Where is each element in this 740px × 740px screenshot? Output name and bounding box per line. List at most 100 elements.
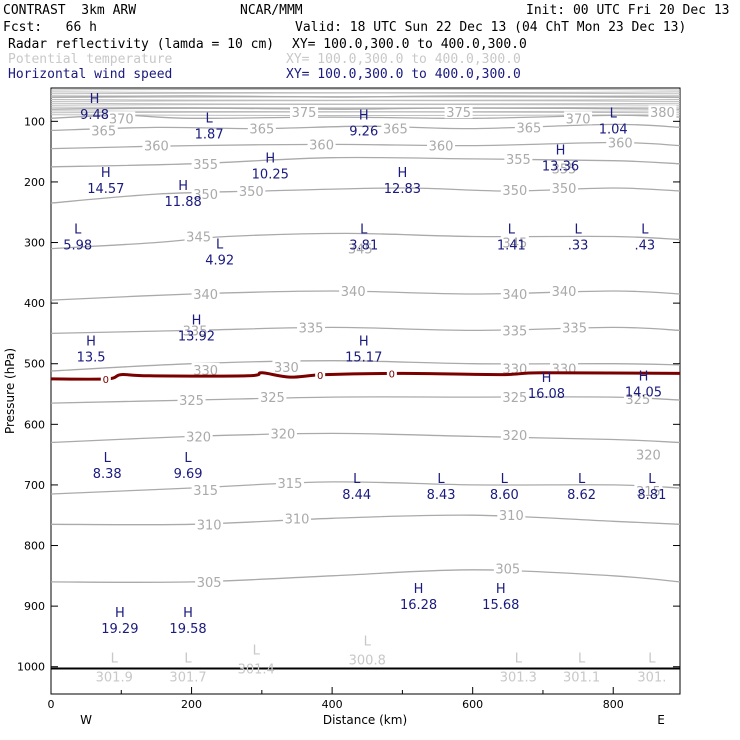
wind-extremum-value: 8.81 <box>637 488 666 503</box>
theta-label: 365 <box>91 124 116 139</box>
theta-label-bg <box>107 111 136 125</box>
west-label: W <box>80 713 92 727</box>
theta-label-bg <box>500 390 529 404</box>
valid-time: Valid: 18 UTC Sun 22 Dec 13 (04 ChT Mon … <box>295 20 687 35</box>
wind-extremum-value: 9.26 <box>349 125 378 140</box>
wind-extremum-type: L <box>360 222 368 237</box>
wind-extremum-value: 11.88 <box>165 195 202 210</box>
reflectivity-label-bg <box>386 367 397 380</box>
theta-label: 325 <box>625 393 650 408</box>
wind-extremum-value: 8.62 <box>567 488 596 503</box>
y-tick-label: 300 <box>24 237 45 250</box>
theta-label-bg <box>339 284 368 298</box>
theta-label-bg <box>177 393 206 407</box>
theta-label: 355 <box>193 158 218 173</box>
wind-extremum-type: L <box>641 222 649 237</box>
theta-label: 345 <box>348 243 373 258</box>
wind-extremum-value: 14.57 <box>87 182 124 197</box>
theta-label-bg <box>258 390 287 404</box>
theta-label-bg <box>500 287 529 301</box>
theta-label-bg <box>181 323 210 337</box>
theta-label: 330 <box>552 363 577 378</box>
theta-label-bg <box>282 511 311 525</box>
field-wind-xy: XY= 100.0,300.0 to 400.0,300.0 <box>286 67 521 82</box>
surface-theta-value: 301. <box>637 671 666 686</box>
theta-label-bg <box>500 428 529 442</box>
wind-extremum-type: H <box>496 582 506 597</box>
surface-theta-value: 301.3 <box>500 671 537 686</box>
theta-label-bg <box>346 241 375 255</box>
theta-label-bg <box>493 561 522 575</box>
surface-theta-labels: L 301.9 L 301.7 L 301.4 L 300.8 L 301.3 L 301.1 L 301… <box>96 635 667 686</box>
wind-extremum-value: 8.38 <box>93 467 122 482</box>
theta-label-bg <box>191 482 220 496</box>
theta-label: 350 <box>239 185 264 200</box>
theta-label-bg <box>89 123 118 137</box>
wind-extremum-type: L <box>648 472 656 487</box>
theta-label: 350 <box>193 188 218 203</box>
upper-band-line <box>50 103 681 106</box>
wind-extremum-value: 13.5 <box>77 351 106 366</box>
theta-label: 335 <box>299 321 324 336</box>
model-title: CONTRAST 3km ARW <box>3 3 137 18</box>
theta-label: 320 <box>271 427 296 442</box>
reflectivity-0-contour <box>50 371 681 381</box>
wind-extremum-type: H <box>101 166 111 181</box>
theta-label: 330 <box>274 361 299 376</box>
y-tick-label: 700 <box>24 479 45 492</box>
field-wind-label: Horizontal wind speed <box>8 67 173 82</box>
theta-label: 320 <box>636 449 661 464</box>
y-tick-label: 600 <box>24 418 45 431</box>
theta-label: 365 <box>516 121 541 136</box>
theta-label-bg <box>500 323 529 337</box>
surface-theta-type: L <box>578 652 586 667</box>
wind-extremum-value: 1.04 <box>599 123 628 138</box>
y-tick-label: 200 <box>24 176 45 189</box>
theta-contour-320 <box>50 432 681 444</box>
theta-label: 335 <box>183 324 208 339</box>
theta-label-bg <box>195 517 224 531</box>
surface-theta-type: L <box>253 644 261 659</box>
theta-label: 365 <box>383 123 408 138</box>
theta-label-bg <box>500 361 529 375</box>
theta-label-bg <box>142 138 171 152</box>
surface-theta-value: 301.7 <box>169 671 206 686</box>
theta-label: 305 <box>495 563 520 578</box>
theta-label: 315 <box>193 484 218 499</box>
theta-label-bg <box>191 187 220 201</box>
theta-label: 325 <box>179 394 204 409</box>
x-tick-label: 800 <box>603 698 624 711</box>
theta-contour-345 <box>50 232 681 250</box>
theta-label-bg <box>275 476 304 490</box>
wind-extremum-type: H <box>542 371 552 386</box>
theta-label-bg <box>247 121 276 135</box>
wind-extremum-value: 19.58 <box>169 622 206 637</box>
upper-band-line <box>50 100 681 102</box>
surface-theta-type: L <box>184 652 192 667</box>
theta-label: 360 <box>608 137 633 152</box>
theta-contours <box>50 95 681 583</box>
theta-label: 355 <box>552 163 577 178</box>
wind-extremum-value: 1.87 <box>195 128 224 143</box>
theta-label-bg <box>444 105 473 119</box>
theta-label: 340 <box>341 285 366 300</box>
theta-label-bg <box>297 320 326 334</box>
east-label: E <box>657 713 665 727</box>
reflectivity-label: 0 <box>389 370 395 381</box>
theta-label: 320 <box>502 429 527 444</box>
wind-extremum-type: L <box>574 222 582 237</box>
theta-label-bg <box>550 161 579 175</box>
theta-label-bg <box>195 574 224 588</box>
y-tick-label: 400 <box>24 297 45 310</box>
surface-theta-type: L <box>648 652 656 667</box>
wind-extremum-type: L <box>206 112 214 127</box>
y-tick-label: 100 <box>24 115 45 128</box>
wind-extremum-value: 15.17 <box>345 351 382 366</box>
wind-extremum-value: 16.08 <box>528 387 565 402</box>
theta-label-bg <box>623 391 652 405</box>
theta-label: 345 <box>186 230 211 245</box>
theta-label-bg <box>427 138 456 152</box>
reflectivity-label-bg <box>315 368 326 381</box>
